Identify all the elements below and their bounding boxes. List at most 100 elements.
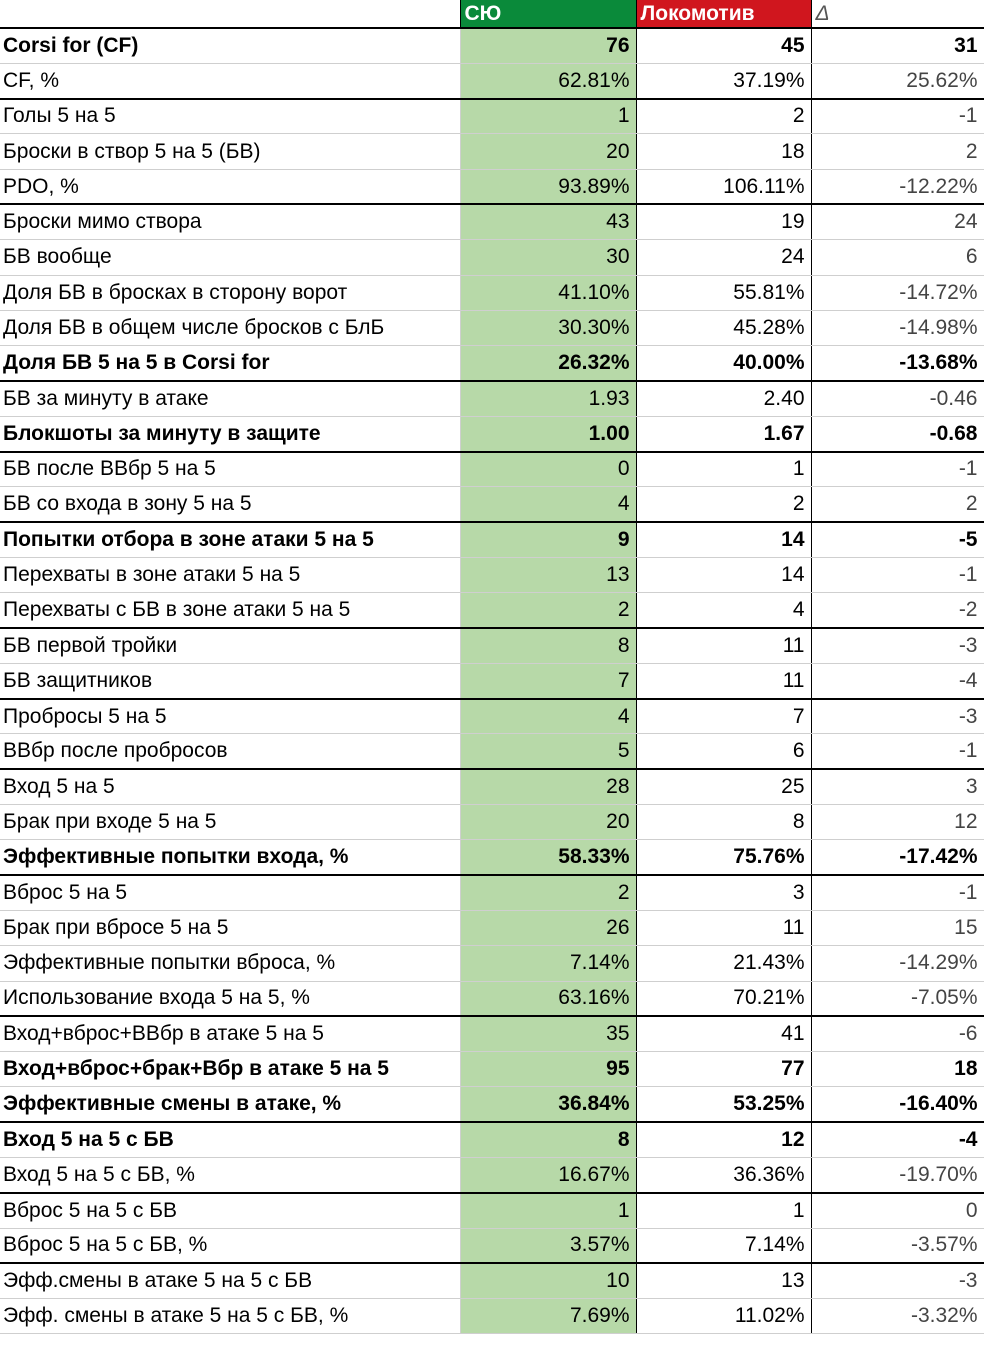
sy-value: 10 <box>459 1262 637 1300</box>
sy-value: 62.81% <box>459 63 637 100</box>
sy-value: 8 <box>459 1121 637 1159</box>
delta-value: -12.22% <box>811 169 984 205</box>
delta-value: 3 <box>811 768 984 806</box>
delta-value: -14.72% <box>811 275 984 311</box>
delta-value: 6 <box>811 239 984 276</box>
row-label: БВ вообще <box>0 239 461 276</box>
delta-value: -4 <box>811 1121 984 1159</box>
delta-value: 31 <box>811 28 984 64</box>
table-row: Вброс 5 на 5 2 3 -1 <box>0 874 984 911</box>
delta-value: -3.32% <box>811 1298 984 1335</box>
lokomotiv-value: 70.21% <box>636 981 812 1017</box>
sy-value: 28 <box>459 768 637 806</box>
header-team-sy: СЮ <box>459 0 637 29</box>
sy-value: 63.16% <box>459 981 637 1017</box>
delta-value: -3 <box>811 1262 984 1300</box>
lokomotiv-value: 45 <box>636 28 812 64</box>
delta-value: 0 <box>811 1191 984 1229</box>
lokomotiv-value: 6 <box>636 733 812 770</box>
delta-value: -1 <box>811 97 984 135</box>
table-row: Эффективные попытки вброса, % 7.14% 21.43%… <box>0 945 984 982</box>
sy-value: 1 <box>459 1191 637 1229</box>
table-row: Перехваты с БВ в зоне атаки 5 на 5 2 4 -2 <box>0 592 984 629</box>
table-row: Перехваты в зоне атаки 5 на 5 13 14 -1 <box>0 557 984 594</box>
row-label: Доля БВ в бросках в сторону ворот <box>0 275 461 311</box>
delta-value: -0.46 <box>811 379 984 417</box>
row-label: Corsi for (CF) <box>0 28 461 64</box>
lokomotiv-value: 2 <box>636 486 812 523</box>
sy-value: 7.69% <box>459 1298 637 1335</box>
lokomotiv-value: 40.00% <box>636 345 812 382</box>
lokomotiv-value: 8 <box>636 804 812 841</box>
table-row: Голы 5 на 5 1 2 -1 <box>0 97 984 135</box>
row-label: Эфф. смены в атаке 5 на 5 с БВ, % <box>0 1298 461 1335</box>
row-label: Брак при входе 5 на 5 <box>0 804 461 841</box>
table-row: Пробросы 5 на 5 4 7 -3 <box>0 697 984 735</box>
sy-value: 43 <box>459 203 637 241</box>
table-row: Вход 5 на 5 с БВ, % 16.67% 36.36% -19.70% <box>0 1157 984 1194</box>
lokomotiv-value: 11.02% <box>636 1298 812 1335</box>
row-label: Использование входа 5 на 5, % <box>0 981 461 1017</box>
lokomotiv-value: 11 <box>636 663 812 700</box>
lokomotiv-value: 36.36% <box>636 1157 812 1194</box>
table-row: Corsi for (CF) 76 45 31 <box>0 28 984 64</box>
table-row: Эфф. смены в атаке 5 на 5 с БВ, % 7.69% 11… <box>0 1298 984 1335</box>
lokomotiv-value: 4 <box>636 592 812 629</box>
lokomotiv-value: 77 <box>636 1051 812 1088</box>
delta-value: -14.98% <box>811 310 984 347</box>
lokomotiv-value: 21.43% <box>636 945 812 982</box>
sy-value: 3.57% <box>459 1228 637 1264</box>
row-label: Голы 5 на 5 <box>0 97 461 135</box>
delta-value: -17.42% <box>811 839 984 876</box>
sy-value: 8 <box>459 627 637 664</box>
row-label: Доля БВ 5 на 5 в Corsi for <box>0 345 461 382</box>
row-label: Доля БВ в общем числе бросков с БлБ <box>0 310 461 347</box>
row-label: БВ после ВВбр 5 на 5 <box>0 450 461 488</box>
table-row: Эффективные смены в атаке, % 36.84% 53.25%… <box>0 1086 984 1123</box>
lokomotiv-value: 1.67 <box>636 416 812 453</box>
header-row: СЮ Локомотив Δ <box>0 0 984 29</box>
table-row: Вход 5 на 5 28 25 3 <box>0 768 984 806</box>
lokomotiv-value: 11 <box>636 910 812 947</box>
row-label: Эфф.смены в атаке 5 на 5 с БВ <box>0 1262 461 1300</box>
lokomotiv-value: 75.76% <box>636 839 812 876</box>
sy-value: 5 <box>459 733 637 770</box>
row-label: Эффективные смены в атаке, % <box>0 1086 461 1123</box>
sy-value: 2 <box>459 874 637 911</box>
sy-value: 76 <box>459 28 637 64</box>
lokomotiv-value: 14 <box>636 521 812 558</box>
delta-value: -1 <box>811 733 984 770</box>
delta-value: 18 <box>811 1051 984 1088</box>
table-row: БВ защитников 7 11 -4 <box>0 663 984 700</box>
header-empty-cell <box>0 0 460 29</box>
table-row: Броски в створ 5 на 5 (БВ) 20 18 2 <box>0 133 984 170</box>
delta-value: -2 <box>811 592 984 629</box>
table-row: Брак при входе 5 на 5 20 8 12 <box>0 804 984 841</box>
lokomotiv-value: 12 <box>636 1121 812 1159</box>
sy-value: 35 <box>459 1015 637 1053</box>
table-row: CF, % 62.81% 37.19% 25.62% <box>0 63 984 100</box>
table-row: Броски мимо створа 43 19 24 <box>0 203 984 241</box>
row-label: Вход 5 на 5 с БВ <box>0 1121 461 1159</box>
row-label: Эффективные попытки входа, % <box>0 839 461 876</box>
delta-value: -6 <box>811 1015 984 1053</box>
lokomotiv-value: 25 <box>636 768 812 806</box>
lokomotiv-value: 45.28% <box>636 310 812 347</box>
lokomotiv-value: 7.14% <box>636 1228 812 1264</box>
delta-value: -1 <box>811 450 984 488</box>
delta-value: -1 <box>811 557 984 594</box>
sy-value: 1 <box>459 97 637 135</box>
lokomotiv-value: 41 <box>636 1015 812 1053</box>
row-label: БВ защитников <box>0 663 461 700</box>
delta-value: -14.29% <box>811 945 984 982</box>
delta-value: 12 <box>811 804 984 841</box>
delta-value: -3 <box>811 697 984 735</box>
table-row: Блокшоты за минуту в защите 1.00 1.67 -0.68 <box>0 416 984 453</box>
sy-value: 13 <box>459 557 637 594</box>
lokomotiv-value: 1 <box>636 450 812 488</box>
lokomotiv-value: 2 <box>636 97 812 135</box>
table-row: Вброс 5 на 5 с БВ 1 1 0 <box>0 1191 984 1229</box>
sy-value: 7 <box>459 663 637 700</box>
lokomotiv-value: 106.11% <box>636 169 812 205</box>
